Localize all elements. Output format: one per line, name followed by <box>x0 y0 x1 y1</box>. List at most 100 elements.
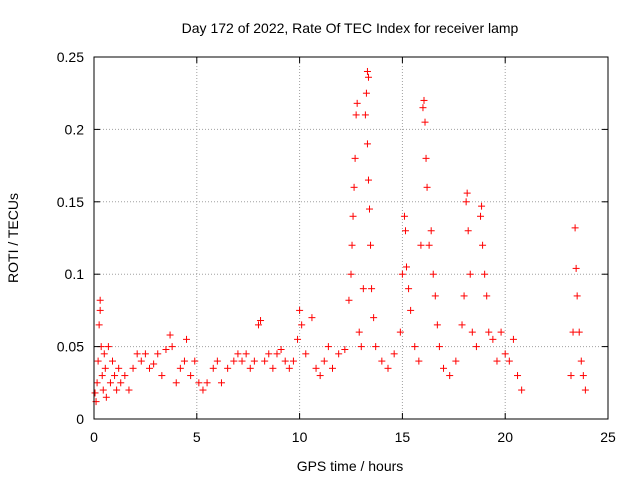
data-point <box>415 357 423 365</box>
y-tick-label: 0.2 <box>65 121 85 137</box>
data-point <box>452 357 460 365</box>
data-point <box>421 118 429 126</box>
data-point <box>567 372 575 380</box>
data-point <box>99 386 107 394</box>
data-point <box>363 140 371 148</box>
data-point <box>298 321 306 329</box>
data-point <box>203 379 211 387</box>
chart-title: Day 172 of 2022, Rate Of TEC Index for r… <box>182 20 519 36</box>
data-point <box>158 372 166 380</box>
data-point <box>429 270 437 278</box>
data-point <box>460 292 468 300</box>
data-point <box>398 270 406 278</box>
data-point <box>273 350 281 358</box>
data-point <box>191 357 199 365</box>
data-point <box>341 345 349 353</box>
x-tick-label: 10 <box>292 429 308 445</box>
data-point <box>478 202 486 210</box>
data-point <box>238 357 246 365</box>
data-point <box>348 241 356 249</box>
data-point <box>462 198 470 206</box>
data-point <box>269 364 277 372</box>
data-point <box>111 372 119 380</box>
data-point <box>440 364 448 372</box>
data-point <box>234 350 242 358</box>
data-point <box>573 292 581 300</box>
data-point <box>364 176 372 184</box>
data-point <box>217 379 225 387</box>
data-point <box>335 350 343 358</box>
grid <box>94 57 608 419</box>
data-point <box>285 364 293 372</box>
data-point <box>572 264 580 272</box>
data-point <box>479 241 487 249</box>
data-point <box>154 350 162 358</box>
data-point <box>162 345 170 353</box>
y-tick-label: 0 <box>76 411 84 427</box>
data-point <box>109 357 117 365</box>
y-axis-label: ROTI / TECUs <box>5 193 21 283</box>
data-point <box>468 328 476 336</box>
data-point <box>328 364 336 372</box>
data-point <box>129 364 137 372</box>
data-points <box>91 67 589 406</box>
axis-ticks: 0 5 10 15 20 25 0 0.05 0.1 0.15 0.2 0.25 <box>57 49 616 445</box>
data-point <box>477 212 485 220</box>
data-point <box>180 357 188 365</box>
data-point <box>485 328 493 336</box>
data-point <box>95 321 103 329</box>
data-point <box>296 306 304 314</box>
data-point <box>320 357 328 365</box>
data-point <box>367 241 375 249</box>
data-point <box>96 296 104 304</box>
data-point <box>101 364 109 372</box>
data-point <box>433 321 441 329</box>
data-point <box>94 357 102 365</box>
data-point <box>363 67 371 75</box>
data-point <box>195 379 203 387</box>
data-point <box>514 372 522 380</box>
data-point <box>464 227 472 235</box>
data-point <box>187 372 195 380</box>
data-point <box>257 317 265 325</box>
data-point <box>353 99 361 107</box>
data-point <box>250 357 258 365</box>
data-point <box>489 335 497 343</box>
data-point <box>137 357 145 365</box>
y-tick-label: 0.05 <box>57 339 84 355</box>
data-point <box>345 296 353 304</box>
data-point <box>458 321 466 329</box>
data-point <box>172 379 180 387</box>
data-point <box>400 212 408 220</box>
data-point <box>349 212 357 220</box>
data-point <box>93 379 101 387</box>
data-point <box>384 364 392 372</box>
data-point <box>312 364 320 372</box>
data-point <box>575 328 583 336</box>
data-point <box>359 285 367 293</box>
data-point <box>366 205 374 213</box>
data-point <box>423 183 431 191</box>
data-point <box>115 364 123 372</box>
data-point <box>104 343 112 351</box>
data-point <box>419 104 427 112</box>
data-point <box>324 343 332 351</box>
data-point <box>261 357 269 365</box>
x-tick-label: 0 <box>90 429 98 445</box>
data-point <box>569 328 577 336</box>
data-point <box>209 364 217 372</box>
y-tick-label: 0.1 <box>65 266 85 282</box>
data-point <box>265 350 273 358</box>
data-point <box>403 263 411 271</box>
data-point <box>213 357 221 365</box>
data-point <box>316 372 324 380</box>
data-point <box>362 89 370 97</box>
data-point <box>422 154 430 162</box>
data-point <box>308 314 316 322</box>
data-point <box>277 345 285 353</box>
data-point <box>357 343 365 351</box>
data-point <box>483 292 491 300</box>
data-point <box>146 364 154 372</box>
data-point <box>571 224 579 232</box>
